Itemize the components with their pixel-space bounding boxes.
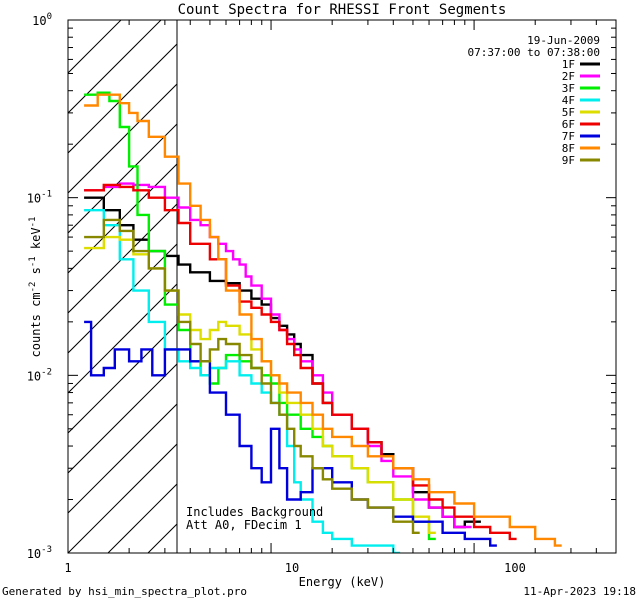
y-tick-label: 100 bbox=[32, 12, 52, 28]
background-hatch-region bbox=[68, 0, 640, 553]
hatch-line bbox=[107, 483, 177, 553]
axis-ticks bbox=[67, 20, 617, 554]
x-tick-label-1: 1 bbox=[64, 561, 71, 575]
legend-label-2F: 2F bbox=[562, 70, 575, 83]
x-tick-label-100: 100 bbox=[504, 561, 526, 575]
date-label: 19-Jun-2009 bbox=[527, 34, 600, 47]
footer-generated-by: Generated by hsi_min_spectra_plot.pro bbox=[2, 585, 247, 598]
x-tick-label-10: 10 bbox=[285, 561, 299, 575]
y-axis-label: counts cm-2 s-1 keV-1 bbox=[28, 217, 43, 358]
hatch-line bbox=[68, 403, 177, 514]
legend-label-9F: 9F bbox=[562, 154, 575, 167]
hatch-line bbox=[308, 0, 640, 553]
y-tick-label: 10-1 bbox=[27, 190, 52, 206]
plot-frame bbox=[67, 19, 617, 554]
hatch-line bbox=[68, 443, 177, 553]
hatch-line bbox=[68, 203, 177, 314]
hatch-line bbox=[388, 0, 640, 553]
annotation-background: Includes Background bbox=[186, 505, 323, 519]
series-group bbox=[84, 91, 562, 553]
y-tick-label: 10-2 bbox=[27, 367, 52, 383]
legend-label-1F: 1F bbox=[562, 58, 575, 71]
time-range-label: 07:37:00 to 07:38:00 bbox=[468, 46, 600, 59]
hatch-line bbox=[68, 243, 177, 354]
series-9F bbox=[84, 218, 420, 534]
hatch-line bbox=[588, 0, 640, 553]
legend-label-4F: 4F bbox=[562, 94, 575, 107]
chart-title: Count Spectra for RHESSI Front Segments bbox=[178, 2, 507, 18]
legend-label-7F: 7F bbox=[562, 130, 575, 143]
hatch-line bbox=[68, 20, 122, 74]
hatch-line bbox=[68, 363, 177, 474]
hatch-line bbox=[68, 163, 177, 274]
hatch-line bbox=[68, 283, 177, 394]
legend-label-3F: 3F bbox=[562, 82, 575, 95]
series-3F bbox=[84, 91, 436, 541]
hatch-line bbox=[428, 0, 640, 553]
series-4F bbox=[84, 209, 401, 553]
series-8F bbox=[84, 93, 562, 547]
legend-label-8F: 8F bbox=[562, 142, 575, 155]
hatch-line bbox=[228, 0, 640, 553]
hatch-line bbox=[68, 323, 177, 434]
legend-label-5F: 5F bbox=[562, 106, 575, 119]
x-axis-label: Energy (keV) bbox=[299, 575, 386, 589]
hatch-line bbox=[468, 0, 640, 553]
y-tick-label: 10-3 bbox=[27, 545, 52, 561]
annotation-attenuator: Att A0, FDecim 1 bbox=[186, 518, 302, 532]
hatch-line bbox=[68, 83, 177, 194]
hatch-line bbox=[68, 43, 177, 154]
hatch-line bbox=[68, 20, 162, 114]
series-6F bbox=[84, 183, 517, 541]
footer-timestamp: 11-Apr-2023 19:18 bbox=[523, 585, 636, 598]
series-5F bbox=[84, 235, 436, 534]
hatch-line bbox=[348, 0, 640, 553]
legend-label-6F: 6F bbox=[562, 118, 575, 131]
